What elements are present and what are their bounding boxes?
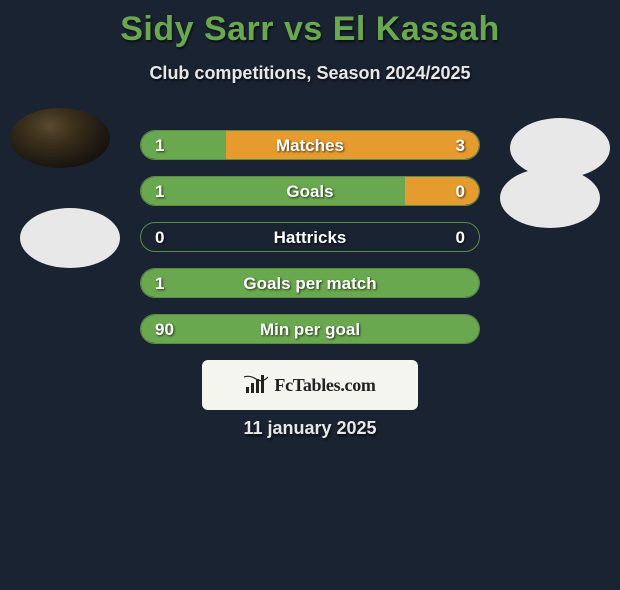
date-label: 11 january 2025 [0,418,620,439]
stat-row-goals-per-match: 1Goals per match [140,268,480,298]
stat-label: Goals per match [141,269,479,298]
logo-text: FcTables.com [274,375,375,396]
chart-bars-icon [244,375,268,395]
player2-avatar-small [500,168,600,228]
stats-panel: 1Matches31Goals00Hattricks01Goals per ma… [140,130,480,360]
player1-avatar-small [20,208,120,268]
stat-row-hattricks: 0Hattricks0 [140,222,480,252]
stat-right-value: 3 [456,131,465,160]
page-title: Sidy Sarr vs El Kassah [0,10,620,49]
stat-right-value: 0 [456,177,465,206]
fctables-logo: FcTables.com [202,360,418,410]
stat-right-value: 0 [456,223,465,252]
stat-row-goals: 1Goals0 [140,176,480,206]
subtitle: Club competitions, Season 2024/2025 [0,63,620,84]
stat-row-matches: 1Matches3 [140,130,480,160]
player1-avatar-large [10,108,110,168]
stat-label: Min per goal [141,315,479,344]
stat-label: Hattricks [141,223,479,252]
stat-label: Matches [141,131,479,160]
stat-label: Goals [141,177,479,206]
stat-row-min-per-goal: 90Min per goal [140,314,480,344]
